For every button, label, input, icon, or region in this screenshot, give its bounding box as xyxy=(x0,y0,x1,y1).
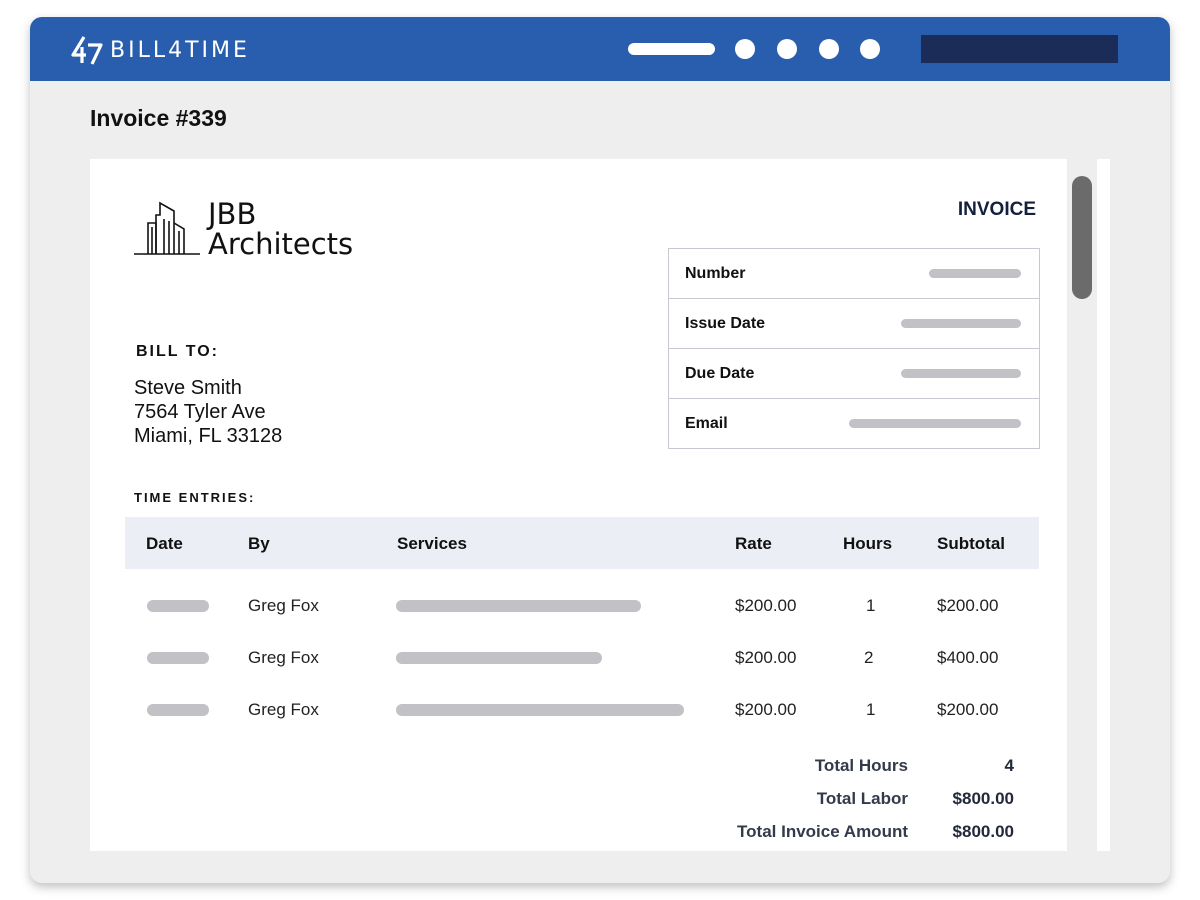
column-header-date: Date xyxy=(146,534,183,553)
nav-menu-item[interactable] xyxy=(628,43,715,55)
nav-dot-1[interactable] xyxy=(735,39,755,59)
total-labor-value: $800.00 xyxy=(952,789,1014,808)
row-by: Greg Fox xyxy=(248,648,319,667)
date-placeholder xyxy=(147,704,209,716)
top-bar: BILL4TIME xyxy=(30,17,1170,81)
nav-dot-3[interactable] xyxy=(819,39,839,59)
meta-row-email: Email xyxy=(669,399,1039,448)
total-labor-label: Total Labor xyxy=(816,789,908,808)
meta-value-placeholder xyxy=(901,319,1021,328)
meta-label: Email xyxy=(685,415,728,432)
row-by: Greg Fox xyxy=(248,596,319,615)
company-name: JBB Architects xyxy=(208,199,353,259)
row-rate: $200.00 xyxy=(735,596,797,615)
meta-value-placeholder xyxy=(849,419,1021,428)
column-header-subtotal: Subtotal xyxy=(937,534,1005,553)
total-invoice-amount-label: Total Invoice Amount xyxy=(737,822,908,841)
services-placeholder xyxy=(396,652,602,664)
total-hours-label: Total Hours xyxy=(814,756,908,775)
total-invoice-amount-value: $800.00 xyxy=(952,822,1014,841)
page-title: Invoice #339 xyxy=(90,105,227,131)
services-placeholder xyxy=(396,600,641,612)
row-rate: $200.00 xyxy=(735,648,797,667)
row-hours: 1 xyxy=(866,596,876,615)
meta-label: Number xyxy=(685,265,746,282)
search-field[interactable] xyxy=(921,35,1118,63)
meta-row-number: Number xyxy=(669,249,1039,299)
invoice-heading: INVOICE xyxy=(957,199,1036,220)
row-rate: $200.00 xyxy=(735,700,797,719)
services-placeholder xyxy=(396,704,684,716)
meta-row-issue-date: Issue Date xyxy=(669,299,1039,349)
row-subtotal: $200.00 xyxy=(937,700,999,719)
date-placeholder xyxy=(147,652,209,664)
company-header: JBB Architects xyxy=(134,199,353,259)
row-hours: 1 xyxy=(866,700,876,719)
meta-label: Due Date xyxy=(685,365,755,382)
nav-dot-4[interactable] xyxy=(860,39,880,59)
total-hours-value: 4 xyxy=(1004,756,1014,775)
meta-row-due-date: Due Date xyxy=(669,349,1039,399)
column-header-services: Services xyxy=(397,534,467,553)
bill-to-city: Miami, FL 33128 xyxy=(134,425,283,447)
scrollbar-thumb[interactable] xyxy=(1072,176,1092,299)
column-header-by: By xyxy=(248,534,270,553)
building-logo-icon xyxy=(134,201,200,255)
table-header: Date By Services Rate Hours Subtotal xyxy=(125,517,1039,569)
invoice-document: JBB Architects INVOICE Number Issue Date… xyxy=(90,159,1067,851)
meta-value-placeholder xyxy=(929,269,1021,278)
meta-value-placeholder xyxy=(901,369,1021,378)
column-header-rate: Rate xyxy=(735,534,772,553)
brand[interactable]: BILL4TIME xyxy=(70,35,250,65)
nav-dot-2[interactable] xyxy=(777,39,797,59)
company-name-line-2: Architects xyxy=(208,227,354,261)
row-by: Greg Fox xyxy=(248,700,319,719)
app-window: BILL4TIME Invoice #339 xyxy=(30,17,1170,883)
scrollbar-track[interactable] xyxy=(1097,159,1110,851)
row-subtotal: $200.00 xyxy=(937,596,999,615)
time-entries-label: TIME ENTRIES: xyxy=(134,490,256,505)
column-header-hours: Hours xyxy=(843,534,893,553)
bill-to-name: Steve Smith xyxy=(134,377,242,399)
bill4time-logo-icon xyxy=(71,36,103,65)
row-subtotal: $400.00 xyxy=(937,648,999,667)
brand-name: BILL4TIME xyxy=(110,37,250,63)
date-placeholder xyxy=(147,600,209,612)
bill-to-street: 7564 Tyler Ave xyxy=(134,401,266,423)
row-hours: 2 xyxy=(864,648,874,667)
meta-label: Issue Date xyxy=(685,315,766,332)
invoice-meta-table: Number Issue Date Due Date Email xyxy=(668,248,1040,449)
company-name-line-1: JBB xyxy=(208,197,257,231)
bill-to-label: BILL TO: xyxy=(136,343,219,360)
